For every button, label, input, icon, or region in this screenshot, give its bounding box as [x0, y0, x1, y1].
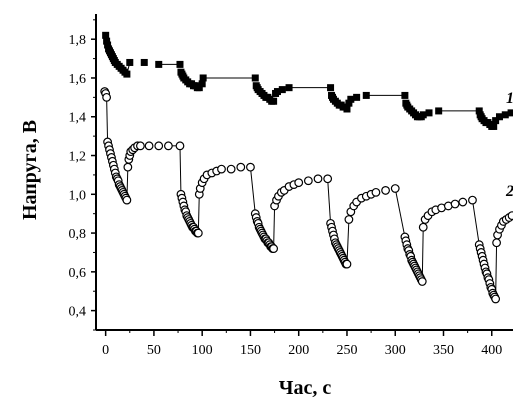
data-point-series-1 — [507, 109, 513, 117]
data-point-series-1 — [425, 109, 433, 117]
connector-line-series-2 — [394, 188, 406, 238]
connector-line-series-2 — [179, 145, 182, 195]
data-point-series-1 — [327, 84, 335, 92]
x-tick-label: 300 — [385, 343, 406, 358]
data-point-series-2 — [136, 141, 145, 151]
data-point-series-1 — [343, 105, 351, 113]
data-point-series-1 — [285, 84, 293, 92]
data-point-series-2 — [163, 141, 173, 151]
data-point-series-2 — [123, 162, 133, 172]
connector-line-series-2 — [346, 219, 350, 265]
data-point-series-2 — [491, 294, 501, 304]
data-point-series-1 — [419, 111, 427, 119]
data-point-series-2 — [323, 174, 333, 184]
data-point-series-2 — [303, 176, 313, 186]
data-point-series-2 — [122, 195, 132, 205]
connector-line-series-2 — [106, 97, 109, 142]
y-tick-label: 1,6 — [69, 72, 87, 87]
data-point-series-1 — [347, 95, 355, 103]
data-point-series-1 — [435, 107, 443, 115]
data-points — [100, 31, 513, 304]
data-point-series-1 — [104, 41, 112, 49]
x-axis-title: Час, с — [279, 377, 332, 399]
data-point-series-2 — [450, 199, 460, 209]
data-point-series-1 — [251, 74, 259, 82]
data-point-series-1 — [198, 80, 206, 88]
x-tick-label: 0 — [102, 343, 109, 358]
data-point-series-1 — [176, 60, 184, 68]
data-point-series-1 — [492, 117, 500, 125]
data-point-series-2 — [390, 184, 400, 193]
data-point-series-1 — [278, 86, 286, 94]
series-labels: 12 — [505, 90, 513, 200]
data-point-series-2 — [193, 228, 203, 238]
data-point-series-2 — [344, 215, 354, 224]
data-point-series-2 — [492, 238, 501, 248]
data-point-series-2 — [226, 164, 236, 174]
data-point-series-2 — [417, 277, 427, 286]
y-tick-label: 1,8 — [69, 33, 87, 48]
y-tick-label: 1,0 — [69, 188, 87, 203]
y-axis-title: Напруга, В — [19, 120, 41, 220]
data-point-series-2 — [144, 141, 154, 151]
x-axis-ticks: 0 50 100 150 200 250 300 350 400 — [102, 330, 502, 358]
data-point-series-1 — [362, 91, 370, 99]
data-point-series-2 — [154, 141, 164, 151]
data-point-series-1 — [123, 70, 131, 78]
data-point-series-2 — [246, 162, 255, 172]
data-point-series-2 — [458, 197, 468, 207]
data-point-series-1 — [353, 93, 361, 101]
data-point-series-2 — [313, 174, 323, 184]
data-point-series-1 — [140, 58, 148, 66]
y-axis-ticks: 0,4 0,6 0,8 1,0 1,2 1,4 1,6 1,8 — [69, 19, 96, 331]
x-tick-label: 250 — [336, 343, 357, 358]
y-tick-label: 0,4 — [69, 305, 87, 320]
data-point-series-1 — [195, 84, 203, 92]
data-point-series-1 — [199, 74, 207, 82]
data-point-series-2 — [236, 162, 246, 172]
data-point-series-2 — [102, 92, 112, 102]
data-point-series-1 — [155, 60, 163, 68]
series-label-2: 2 — [505, 183, 513, 200]
x-tick-label: 100 — [192, 343, 213, 358]
data-point-series-1 — [126, 58, 134, 66]
data-point-series-1 — [495, 113, 503, 121]
series-label-1: 1 — [506, 90, 513, 107]
data-point-series-2 — [217, 164, 226, 174]
y-tick-label: 0,6 — [69, 266, 87, 281]
data-point-series-1 — [490, 122, 498, 130]
x-tick-label: 400 — [481, 343, 502, 358]
data-point-series-2 — [507, 211, 513, 221]
y-tick-label: 1,4 — [69, 111, 87, 126]
data-point-series-2 — [342, 259, 352, 269]
data-point-series-1 — [273, 88, 281, 96]
y-tick-label: 1,2 — [69, 150, 87, 165]
data-point-series-1 — [103, 37, 111, 45]
x-tick-label: 150 — [240, 343, 261, 358]
x-tick-label: 350 — [433, 343, 454, 358]
data-point-series-1 — [345, 99, 353, 107]
data-point-series-2 — [294, 178, 304, 188]
data-point-series-2 — [418, 222, 428, 232]
data-point-series-1 — [475, 107, 483, 115]
data-point-series-2 — [468, 195, 477, 205]
data-point-series-1 — [270, 97, 278, 105]
data-point-series-2 — [269, 244, 279, 253]
y-tick-label: 0,8 — [69, 227, 87, 242]
connector-line-series-2 — [249, 167, 256, 214]
connector-line-series-2 — [327, 178, 332, 224]
data-point-series-1 — [102, 31, 110, 39]
x-tick-label: 200 — [288, 343, 309, 358]
data-point-series-1 — [501, 111, 509, 119]
data-point-series-2 — [381, 186, 390, 195]
data-point-series-2 — [371, 187, 381, 197]
connector-line-series-2 — [197, 194, 200, 234]
x-tick-label: 50 — [147, 343, 161, 358]
data-point-series-1 — [401, 91, 409, 99]
connector-line-series-2 — [471, 200, 480, 245]
data-point-series-2 — [175, 141, 185, 151]
connector-line-series-2 — [273, 205, 276, 249]
